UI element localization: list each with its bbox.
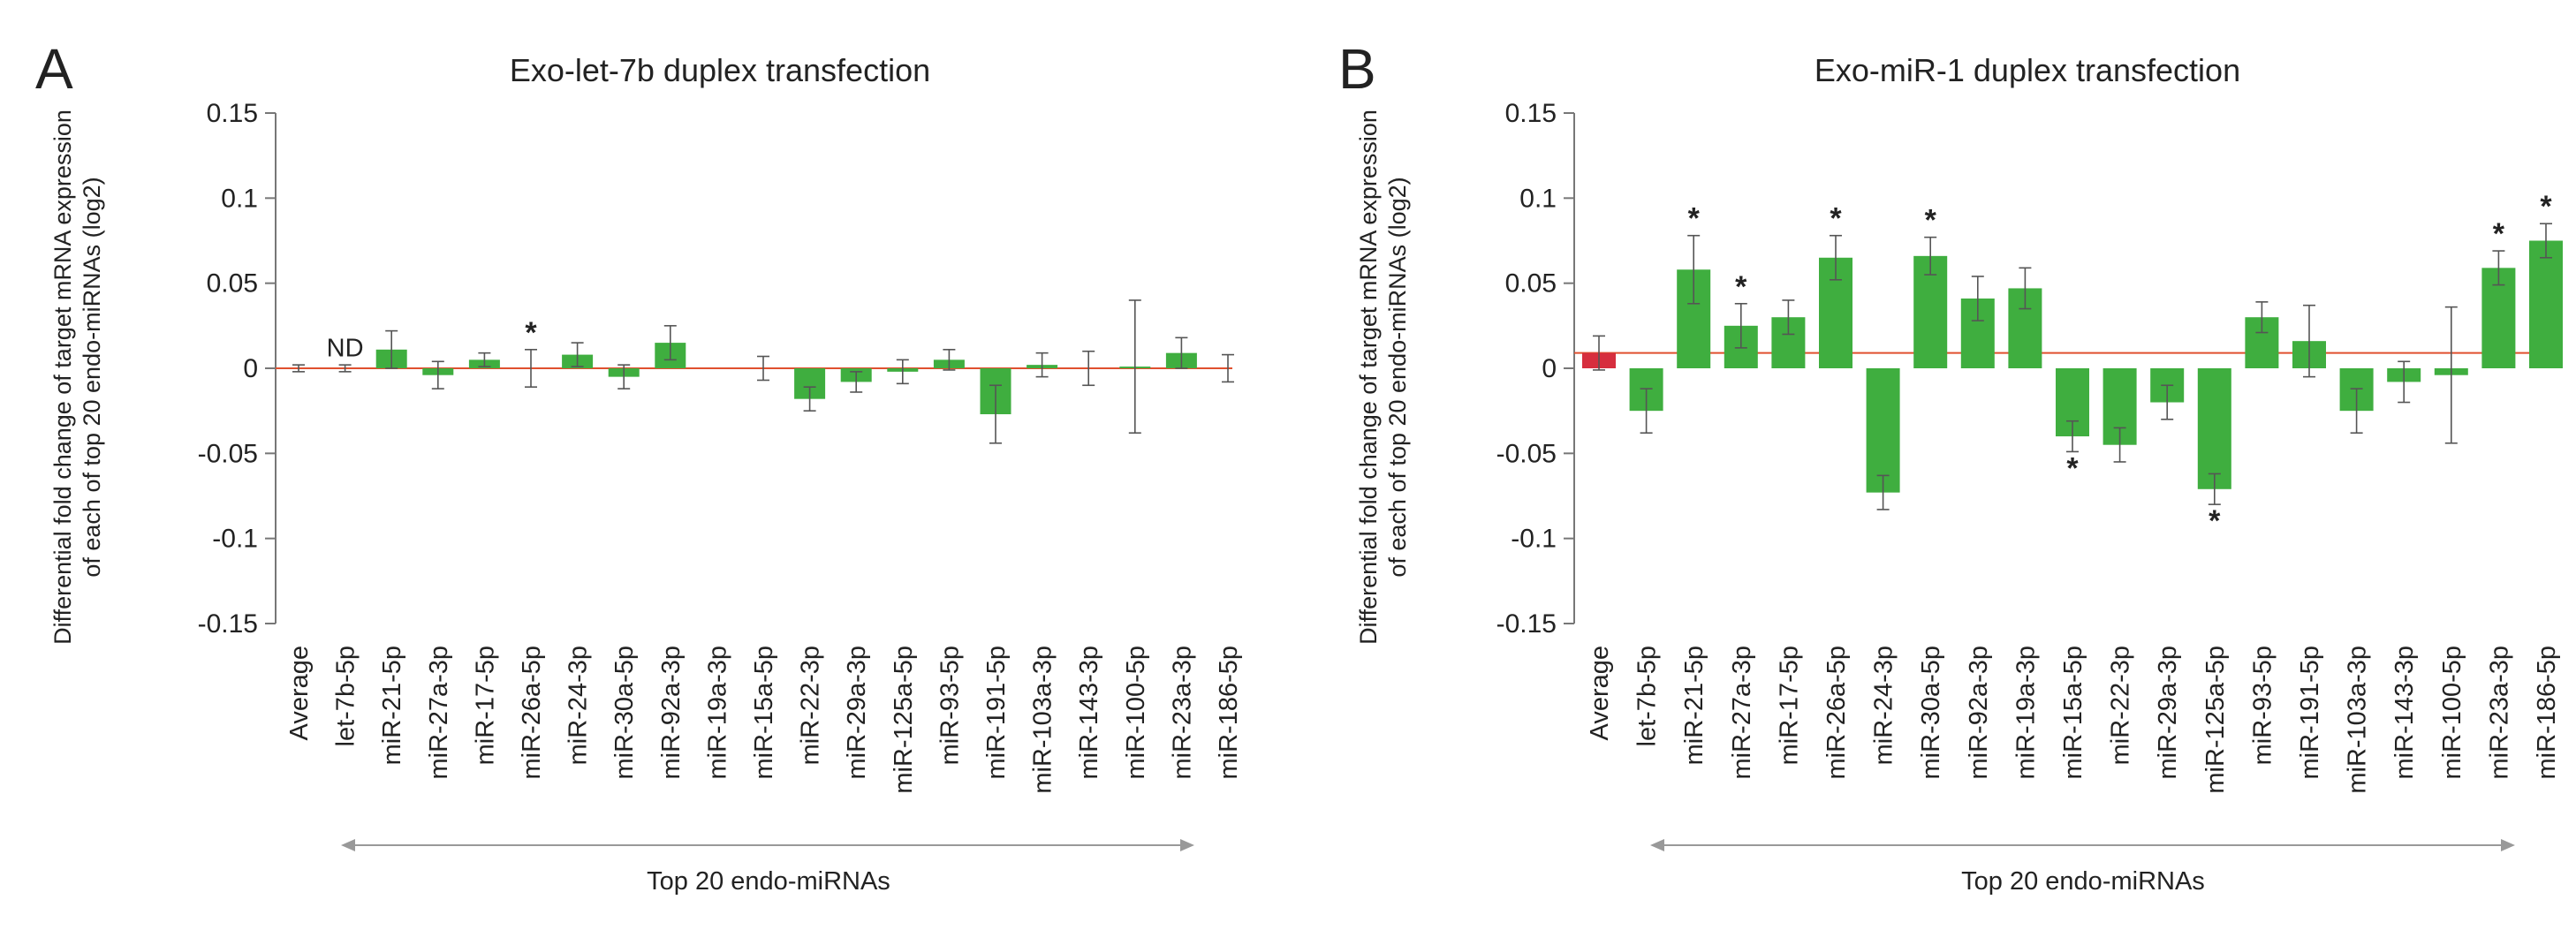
- y-tick-label: 0: [1542, 354, 1557, 383]
- category-label: miR-103a-3p: [1029, 646, 1057, 794]
- y-tick-label: -0.15: [198, 609, 258, 639]
- y-tick-label: 0.05: [207, 269, 258, 299]
- category-label: miR-17-5p: [1775, 646, 1803, 765]
- panel-a-annotations: * ND: [327, 316, 538, 363]
- category-label: Average: [1586, 646, 1614, 741]
- panel-a-y-ticks: 0.15 0.1 0.05 0 -0.05 -0.1 -0.15: [198, 99, 276, 639]
- category-label: miR-19a-3p: [703, 646, 731, 780]
- panel-a-xlabel: Top 20 endo-miRNAs: [647, 867, 890, 896]
- category-label: miR-21-5p: [1680, 646, 1708, 765]
- category-label: miR-26a-5p: [1822, 646, 1851, 780]
- annotation-nd: ND: [327, 335, 364, 363]
- panel-a-category-labels: Average let-7b-5p miR-21-5p miR-27a-3p miR-1…: [285, 646, 1243, 794]
- category-label: miR-15a-5p: [750, 646, 778, 780]
- bar: [2197, 368, 2231, 489]
- category-label: miR-186-5p: [2533, 646, 2561, 780]
- category-label: miR-30a-5p: [610, 646, 639, 780]
- category-label: miR-92a-3p: [657, 646, 686, 780]
- category-label: miR-19a-3p: [2012, 646, 2040, 780]
- y-tick-label: 0.05: [1505, 269, 1557, 299]
- y-tick-label: -0.05: [1496, 439, 1557, 468]
- category-label: miR-22-3p: [2107, 646, 2135, 765]
- panel-b-ylabel-line-1: Differential fold change of target mRNA …: [1355, 110, 1382, 645]
- panel-a-bars: [292, 299, 1234, 444]
- y-tick-label: -0.1: [1511, 525, 1557, 554]
- panel-b-title: Exo-miR-1 duplex transfection: [1815, 52, 2240, 88]
- y-tick-label: -0.1: [212, 525, 258, 554]
- y-tick-label: 0.1: [1519, 184, 1557, 213]
- category-label: miR-29a-3p: [2154, 646, 2182, 780]
- bar: [1866, 368, 1900, 493]
- panel-a-ylabel-line-2: of each of top 20 endo-miRNAs (log2): [79, 177, 105, 577]
- category-label: miR-92a-3p: [1965, 646, 1993, 780]
- significance-star: *: [525, 316, 537, 350]
- panel-b-category-labels: Average let-7b-5p miR-21-5p miR-27a-3p miR-1…: [1586, 646, 2561, 794]
- category-label: let-7b-5p: [332, 646, 360, 746]
- category-label: miR-23a-3p: [2485, 646, 2513, 780]
- panel-a-group-arrow-left-head: [341, 839, 355, 851]
- category-label: miR-22-3p: [797, 646, 825, 765]
- panel-b-group-arrow-right-head: [2501, 839, 2515, 851]
- panel-a-group-arrow-right-head: [1180, 839, 1194, 851]
- category-label: miR-93-5p: [2248, 646, 2277, 765]
- y-tick-label: -0.05: [198, 439, 258, 468]
- bar: [2529, 240, 2563, 368]
- panel-b-y-ticks: 0.15 0.1 0.05 0 -0.05 -0.1 -0.15: [1496, 99, 1574, 639]
- category-label: miR-21-5p: [378, 646, 406, 765]
- significance-star: *: [2493, 217, 2505, 251]
- panel-b-ylabel-line-2: of each of top 20 endo-miRNAs (log2): [1384, 177, 1411, 577]
- panel-a-title: Exo-let-7b duplex transfection: [510, 52, 930, 88]
- panel-a-ylabel-line-1: Differential fold change of target mRNA …: [49, 110, 76, 645]
- category-label: miR-143-3p: [1075, 646, 1103, 780]
- category-label: miR-27a-3p: [425, 646, 453, 780]
- significance-star: *: [2540, 190, 2552, 223]
- significance-star: *: [1830, 202, 1842, 236]
- significance-star: *: [1925, 204, 1937, 238]
- panel-b-annotations: * * * * * * * *: [1688, 190, 2553, 538]
- category-label: miR-30a-5p: [1917, 646, 1945, 780]
- significance-star: *: [2209, 504, 2221, 538]
- category-label: miR-143-3p: [2390, 646, 2419, 780]
- category-label: miR-23a-3p: [1168, 646, 1196, 780]
- category-label: miR-125a-5p: [890, 646, 918, 794]
- category-label: miR-100-5p: [2438, 646, 2466, 780]
- panel-b: B Exo-miR-1 duplex transfection Differen…: [1338, 37, 2563, 896]
- y-tick-label: 0.15: [1505, 99, 1557, 128]
- category-label: miR-191-5p: [982, 646, 1011, 780]
- panel-b-letter: B: [1338, 37, 1376, 101]
- y-tick-label: -0.15: [1496, 609, 1557, 639]
- category-label: miR-125a-5p: [2201, 646, 2230, 794]
- significance-star: *: [2066, 451, 2079, 485]
- panel-b-group-arrow: [1650, 839, 2515, 851]
- category-label: miR-100-5p: [1122, 646, 1150, 780]
- y-tick-label: 0.15: [207, 99, 258, 128]
- panel-b-xlabel: Top 20 endo-miRNAs: [1961, 867, 2205, 896]
- category-label: miR-103a-3p: [2344, 646, 2372, 794]
- y-tick-label: 0: [243, 354, 258, 383]
- category-label: miR-93-5p: [936, 646, 964, 765]
- significance-star: *: [1688, 202, 1701, 236]
- category-label: Average: [285, 646, 314, 741]
- category-label: let-7b-5p: [1633, 646, 1662, 746]
- category-label: miR-29a-3p: [843, 646, 871, 780]
- category-label: miR-27a-3p: [1728, 646, 1756, 780]
- panel-a-letter: A: [35, 37, 73, 101]
- panel-b-bars: [1582, 223, 2563, 510]
- category-label: miR-24-3p: [564, 646, 593, 765]
- panel-a: A Exo-let-7b duplex transfection Differe…: [35, 37, 1243, 896]
- category-label: miR-26a-5p: [518, 646, 546, 780]
- category-label: miR-17-5p: [471, 646, 499, 765]
- category-label: miR-15a-5p: [2059, 646, 2087, 780]
- category-label: miR-191-5p: [2296, 646, 2324, 780]
- significance-star: *: [1735, 270, 1747, 304]
- panel-b-group-arrow-left-head: [1650, 839, 1664, 851]
- panel-a-group-arrow: [341, 839, 1194, 851]
- category-label: miR-186-5p: [1215, 646, 1243, 780]
- category-label: miR-24-3p: [1870, 646, 1898, 765]
- y-tick-label: 0.1: [221, 184, 258, 213]
